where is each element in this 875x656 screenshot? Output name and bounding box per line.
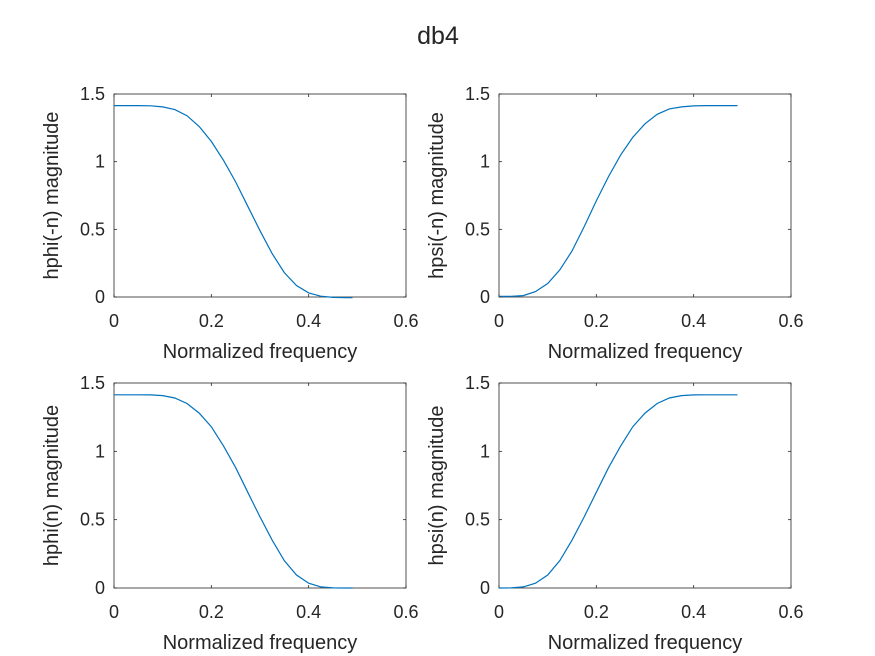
y-tick-label: 0.5 <box>465 510 490 530</box>
axes-box <box>113 382 407 589</box>
x-tick-label: 0.2 <box>199 602 224 622</box>
subplot-2: 0 0.2 0.4 0.6 0 0.5 1 1.5 Normalized frequency hp… <box>426 84 804 363</box>
x-tick-label: 0.4 <box>296 602 321 622</box>
y-tick-label: 1 <box>480 441 490 461</box>
y-axis-label: hpsi(n) magnitude <box>426 405 448 565</box>
x-tick-label: 0 <box>109 311 119 331</box>
y-tick-label: 0 <box>480 287 490 307</box>
subplot-1: 0 0.2 0.4 0.6 0 0.5 1 1.5 Normalized frequency hp… <box>41 84 419 363</box>
y-tick-label: 0.5 <box>465 219 490 239</box>
x-tick-label: 0 <box>109 602 119 622</box>
y-tick-label: 1.5 <box>465 84 490 104</box>
y-tick-label: 1.5 <box>465 373 490 393</box>
x-tick-label: 0 <box>494 311 504 331</box>
series-line <box>114 394 353 589</box>
x-tick-label: 0.4 <box>296 311 321 331</box>
x-tick-label: 0.4 <box>681 311 706 331</box>
x-axis-label: Normalized frequency <box>163 341 358 363</box>
x-tick-label: 0.6 <box>778 602 803 622</box>
y-axis-label: hphi(-n) magnitude <box>41 112 63 280</box>
x-tick-label: 0.2 <box>199 311 224 331</box>
y-tick-label: 1.5 <box>80 373 105 393</box>
y-tick-label: 1 <box>480 152 490 172</box>
x-tick-label: 0.6 <box>393 602 418 622</box>
axes-box <box>498 382 792 589</box>
y-tick-label: 0 <box>95 578 105 598</box>
x-tick-label: 0.6 <box>778 311 803 331</box>
subplot-4: 0 0.2 0.4 0.6 0 0.5 1 1.5 Normalized frequency hp… <box>426 373 804 654</box>
series-line <box>498 394 738 589</box>
x-tick-label: 0 <box>494 602 504 622</box>
y-tick-label: 1.5 <box>80 84 105 104</box>
y-tick-label: 0.5 <box>80 510 105 530</box>
subplots: 0 0.2 0.4 0.6 0 0.5 1 1.5 Normalized frequency hp… <box>41 84 804 654</box>
subplot-3: 0 0.2 0.4 0.6 0 0.5 1 1.5 Normalized frequency hp… <box>41 373 419 654</box>
x-axis-label: Normalized frequency <box>163 632 358 654</box>
x-axis-label: Normalized frequency <box>548 341 743 363</box>
y-axis-label: hphi(n) magnitude <box>41 405 63 566</box>
y-axis-label: hpsi(-n) magnitude <box>426 112 448 279</box>
y-tick-label: 0.5 <box>80 219 105 239</box>
x-tick-label: 0.2 <box>584 602 609 622</box>
x-axis-label: Normalized frequency <box>548 632 743 654</box>
figure-title: db4 <box>417 22 459 50</box>
y-tick-label: 0 <box>480 578 490 598</box>
x-tick-label: 0.6 <box>393 311 418 331</box>
series-line <box>499 104 738 297</box>
axes-box <box>113 93 407 298</box>
y-tick-label: 1 <box>95 152 105 172</box>
x-tick-label: 0.2 <box>584 311 609 331</box>
y-tick-label: 0 <box>95 287 105 307</box>
series-line <box>114 104 353 299</box>
axes-box <box>498 93 792 298</box>
x-tick-label: 0.4 <box>681 602 706 622</box>
y-tick-label: 1 <box>95 441 105 461</box>
